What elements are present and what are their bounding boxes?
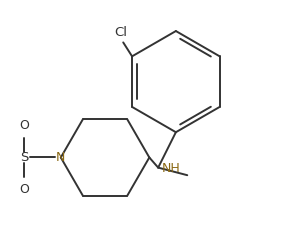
Text: NH: NH	[161, 162, 180, 175]
Text: O: O	[19, 119, 29, 132]
Text: N: N	[56, 151, 65, 164]
Text: O: O	[19, 183, 29, 196]
Text: Cl: Cl	[114, 26, 127, 39]
Text: S: S	[20, 151, 28, 164]
